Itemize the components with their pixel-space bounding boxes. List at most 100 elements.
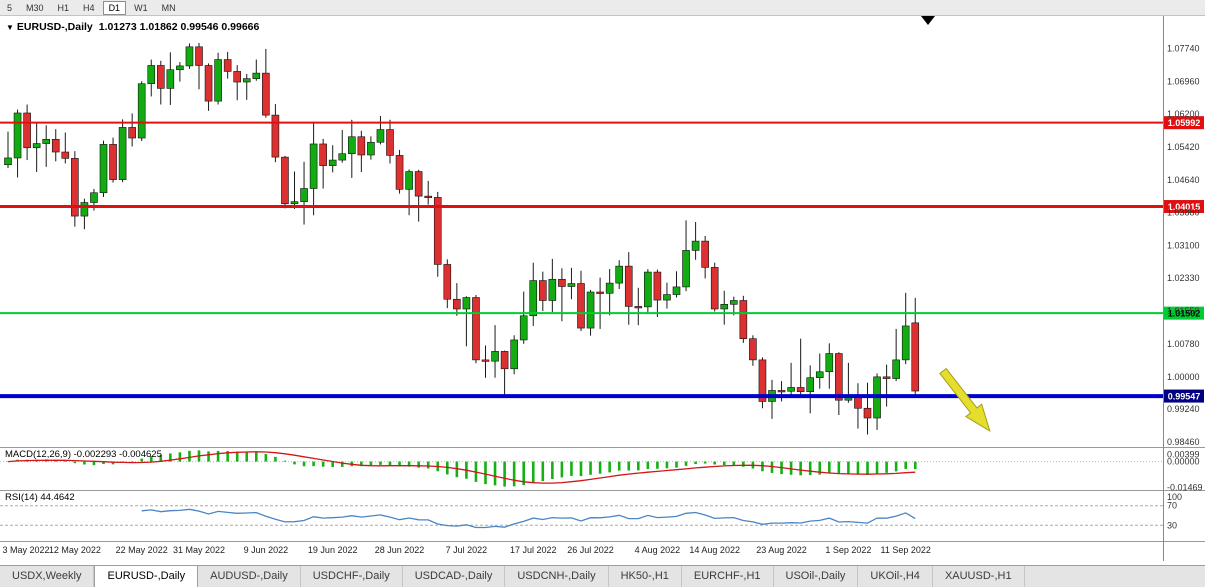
date-label: 19 Jun 2022 bbox=[308, 545, 358, 555]
candle-body bbox=[319, 143, 327, 166]
candle-body bbox=[61, 151, 70, 159]
price-tick-label: 1.03880 bbox=[1167, 207, 1200, 217]
candle-body bbox=[892, 359, 900, 379]
candle-body bbox=[538, 280, 547, 301]
date-label: 3 May 2022 bbox=[2, 545, 49, 555]
candle-body bbox=[328, 159, 337, 166]
candle-body bbox=[338, 153, 347, 161]
candle-body bbox=[672, 286, 681, 295]
candle-body bbox=[491, 351, 499, 362]
date-label: 1 Sep 2022 bbox=[825, 545, 871, 555]
candle-body bbox=[615, 265, 624, 284]
candle-body bbox=[815, 371, 824, 379]
candle-body bbox=[262, 72, 270, 116]
timeframe-button-h1[interactable]: H1 bbox=[57, 2, 70, 13]
price-tag-1.04015: 1.04015 bbox=[1164, 200, 1204, 214]
date-label: 9 Jun 2022 bbox=[244, 545, 289, 555]
chart-tab-xauusd-h1[interactable]: XAUUSD-,H1 bbox=[933, 566, 1025, 587]
yellow-arrow-annotation[interactable] bbox=[935, 365, 998, 437]
candle-body bbox=[185, 46, 194, 67]
candle-body bbox=[644, 271, 652, 308]
price-tick-label: 1.07740 bbox=[1167, 44, 1200, 54]
timeframe-button-m30[interactable]: M30 bbox=[26, 2, 44, 13]
candle-body bbox=[500, 351, 509, 370]
chart-header: ▼ EURUSD-,Daily 1.01273 1.01862 0.99546 0.… bbox=[6, 21, 259, 33]
candle-body bbox=[42, 138, 51, 144]
candle-body bbox=[586, 291, 595, 329]
chart-tab-eurchf-h1[interactable]: EURCHF-,H1 bbox=[682, 566, 774, 587]
macd-signal-line bbox=[7, 451, 916, 484]
candle-body bbox=[720, 304, 729, 310]
time-axis[interactable]: 3 May 2022 12 May 2022 22 May 2022 31 May 2… bbox=[2, 545, 930, 555]
price-tick-label: 0.99240 bbox=[1167, 404, 1200, 414]
candle-body bbox=[806, 377, 815, 393]
candle-body bbox=[51, 138, 60, 153]
date-label: 26 Jul 2022 bbox=[567, 545, 614, 555]
candle-body bbox=[558, 278, 566, 287]
chart-shift-marker[interactable] bbox=[921, 16, 935, 25]
candle-body bbox=[624, 265, 633, 307]
candle-body bbox=[405, 171, 413, 190]
chart-tab-hk50-h1[interactable]: HK50-,H1 bbox=[609, 566, 682, 587]
price-tick-label: 1.06960 bbox=[1167, 77, 1200, 87]
candle-body bbox=[854, 396, 862, 409]
candle-body bbox=[414, 171, 423, 197]
timeframe-button-h4[interactable]: H4 bbox=[83, 2, 95, 13]
rsi-axis-label: 30 bbox=[1167, 520, 1177, 530]
price-tick-label: 1.03100 bbox=[1167, 240, 1200, 250]
candle-body bbox=[386, 129, 394, 156]
timeframe-button-5[interactable]: 5 bbox=[7, 2, 13, 13]
chart-tab-usoil-daily[interactable]: USOil-,Daily bbox=[774, 566, 859, 587]
chart-tab-ukoil-h4[interactable]: UKOil-,H4 bbox=[858, 566, 933, 587]
price-tick-label: 1.06200 bbox=[1167, 109, 1200, 119]
candle-body bbox=[204, 65, 213, 102]
candle-body bbox=[443, 264, 452, 300]
chart-tab-audusd-daily[interactable]: AUDUSD-,Daily bbox=[198, 566, 301, 587]
chart-tab-usdcad-daily[interactable]: USDCAD-,Daily bbox=[403, 566, 506, 587]
candle-body bbox=[347, 136, 356, 155]
chart-tab-usdx-weekly[interactable]: USDX,Weekly bbox=[0, 566, 95, 587]
candle-body bbox=[252, 72, 261, 79]
price-tag-1.05992: 1.05992 bbox=[1164, 116, 1204, 130]
candle-body bbox=[701, 240, 709, 268]
chart-canvas[interactable]: 1.05992 1.04015 1.01502 0.99547 1.07740 1.069… bbox=[0, 0, 1205, 565]
candle-body bbox=[118, 127, 127, 180]
chart-tab-usdchf-daily[interactable]: USDCHF-,Daily bbox=[301, 566, 403, 587]
candlestick-series bbox=[4, 42, 920, 435]
candle-body bbox=[825, 353, 834, 373]
candle-body bbox=[32, 143, 41, 149]
date-label: 22 May 2022 bbox=[116, 545, 168, 555]
price-tick-label: 1.05420 bbox=[1167, 142, 1200, 152]
timeframe-button-w1[interactable]: W1 bbox=[134, 2, 148, 13]
candle-body bbox=[548, 278, 557, 301]
candle-body bbox=[137, 83, 146, 139]
chart-tab-eurusd-daily[interactable]: EURUSD-,Daily bbox=[94, 566, 199, 587]
price-tick-label: 0.98460 bbox=[1167, 437, 1200, 447]
candle-body bbox=[290, 201, 299, 205]
candle-body bbox=[462, 297, 471, 310]
chart-title: EURUSD-,Daily bbox=[16, 21, 93, 33]
timeframe-button-mn[interactable]: MN bbox=[161, 2, 176, 13]
date-label: 7 Jul 2022 bbox=[446, 545, 488, 555]
price-axis[interactable]: 1.07740 1.06960 1.06200 1.05420 1.04640 1.038… bbox=[1167, 44, 1200, 448]
macd-indicator-label: MACD(12,26,9) -0.002293 -0.004625 bbox=[5, 449, 162, 460]
candle-body bbox=[529, 280, 538, 317]
candle-body bbox=[911, 322, 920, 392]
macd-axis-label: 0.00399 bbox=[1167, 450, 1200, 460]
chart-tabbar: USDX,Weekly EURUSD-,Daily AUDUSD-,Daily USD… bbox=[0, 565, 1205, 587]
chevron-down-icon[interactable]: ▼ bbox=[6, 23, 14, 32]
price-tag-text: 1.05992 bbox=[1168, 118, 1201, 128]
candle-body bbox=[128, 127, 136, 139]
candle-body bbox=[901, 325, 910, 361]
timeframe-button-d1[interactable]: D1 bbox=[102, 0, 127, 15]
macd-axis-label: -0.01469 bbox=[1167, 483, 1203, 493]
chart-tab-usdcnh-daily[interactable]: USDCNH-,Daily bbox=[505, 566, 609, 587]
date-label: 4 Aug 2022 bbox=[635, 545, 681, 555]
date-label: 14 Aug 2022 bbox=[689, 545, 740, 555]
candle-body bbox=[596, 291, 604, 294]
candle-body bbox=[453, 298, 461, 310]
candle-body bbox=[233, 71, 241, 83]
candle-body bbox=[71, 158, 79, 217]
